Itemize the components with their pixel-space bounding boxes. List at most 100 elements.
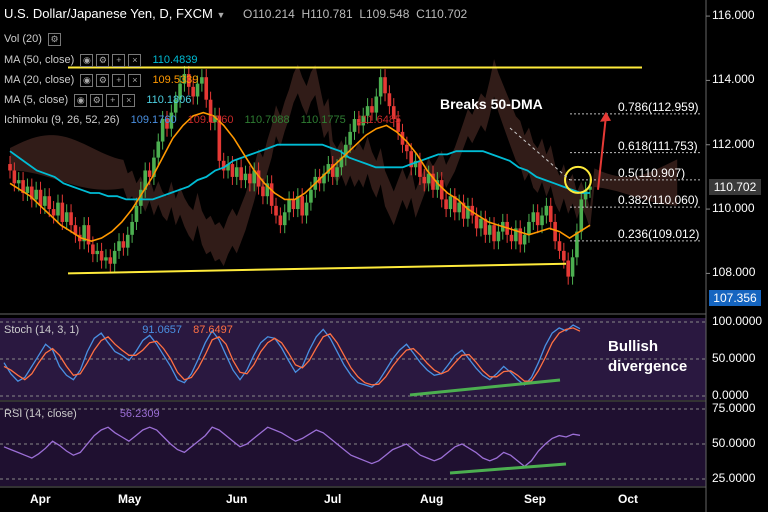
candle-body	[269, 183, 274, 206]
candle-body	[343, 144, 348, 158]
fib-level-label: 0.382(110.060)	[618, 193, 699, 208]
candle-body	[378, 77, 383, 97]
stoch-panel	[3, 324, 581, 397]
candle-body	[370, 106, 374, 113]
candle-body	[544, 205, 549, 216]
candle-body	[226, 164, 230, 171]
breaks-50dma-annotation: Breaks 50-DMA	[440, 96, 543, 112]
candle-body	[562, 250, 566, 261]
settings-icon[interactable]: ⚙	[90, 94, 104, 107]
ma20-label: MA (20, close)	[4, 74, 75, 86]
candle-body	[566, 260, 570, 277]
candle-body	[522, 234, 527, 245]
y-tick-label: 114.000	[712, 72, 755, 87]
close-icon[interactable]: ×	[128, 74, 142, 87]
ma50-value: 110.4839	[152, 54, 198, 66]
ichimoku-cloud	[10, 59, 678, 267]
candle-body	[474, 215, 479, 229]
trend-lines	[67, 66, 642, 275]
add-icon[interactable]: +	[112, 54, 126, 67]
candle-body	[496, 231, 501, 242]
candle-body	[64, 212, 69, 222]
stoch-divergence-line	[409, 378, 561, 397]
ichimoku-value-4: 110.1775	[300, 114, 346, 126]
candle-body	[12, 170, 17, 184]
grid-lines	[0, 0, 710, 512]
add-icon[interactable]: +	[106, 94, 120, 107]
ma20-value: 109.5339	[152, 74, 199, 86]
candle-body	[282, 212, 287, 226]
candle-body	[86, 225, 91, 245]
ichimoku-value-2: 109.1760	[187, 114, 234, 126]
ichimoku-value-3: 110.7088	[244, 114, 290, 126]
candle-body	[588, 186, 592, 190]
fib-levels	[570, 113, 700, 242]
eye-icon[interactable]: ◉	[74, 94, 88, 107]
stoch-legend[interactable]: Stoch (14, 3, 1) 91.0657 87.6497	[4, 324, 233, 336]
candle-body	[130, 221, 134, 235]
candle-body	[243, 173, 248, 181]
candle-body	[234, 167, 239, 177]
y-tick-label: 110.000	[712, 201, 755, 216]
stoch-k-value: 91.0657	[142, 324, 183, 336]
stoch-line-d	[3, 327, 581, 386]
candle-body	[579, 199, 584, 232]
rsi-value: 56.2309	[119, 408, 160, 420]
candle-body	[69, 212, 73, 226]
ma50-legend[interactable]: MA (50, close) ◉ ⚙ + × 110.4839	[4, 54, 198, 67]
candle-body	[422, 176, 427, 184]
candle-body	[352, 119, 357, 132]
ma20-legend[interactable]: MA (20, close) ◉ ⚙ + × 109.5339	[4, 74, 198, 87]
candle-body	[160, 119, 165, 142]
rsi-legend[interactable]: RSI (14, close) 56.2309	[4, 408, 160, 420]
settings-icon[interactable]: ⚙	[96, 54, 110, 67]
close-icon[interactable]: ×	[128, 54, 142, 67]
candle-body	[553, 221, 557, 242]
candle-body	[265, 183, 270, 197]
settings-icon[interactable]: ⚙	[47, 33, 61, 46]
candle-body	[514, 228, 518, 242]
candle-body	[391, 106, 396, 120]
arrow-up	[597, 115, 607, 190]
x-tick-label: Sep	[524, 492, 547, 506]
candle-body	[518, 228, 523, 245]
candle-body	[195, 83, 200, 97]
add-icon[interactable]: +	[112, 74, 126, 87]
eye-icon[interactable]: ◉	[80, 54, 94, 67]
candle-body	[156, 141, 161, 158]
ichimoku-legend[interactable]: Ichimoku (9, 26, 52, 26) 109.1760 109.17…	[4, 114, 401, 126]
ma5-legend[interactable]: MA (5, close) ◉ ⚙ + × 110.1806	[4, 94, 191, 107]
candle-body	[217, 115, 222, 161]
candle-body	[230, 164, 235, 177]
x-tick-label: Apr	[30, 492, 51, 506]
arrow-head	[600, 111, 611, 122]
candle-body	[95, 250, 100, 255]
rsi-line	[3, 426, 581, 468]
symbol-title[interactable]: U.S. Dollar/Japanese Yen, D, FXCM	[4, 6, 213, 21]
candle-body	[330, 164, 335, 177]
stoch-tick-label: 50.0000	[712, 351, 756, 365]
candle-body	[540, 215, 544, 226]
low-value: L109.548	[359, 7, 410, 21]
candle-body	[466, 205, 470, 219]
candle-body	[191, 86, 195, 97]
close-icon[interactable]: ×	[122, 94, 136, 107]
candle-body	[448, 196, 453, 210]
candle-body	[104, 257, 108, 261]
eye-icon[interactable]: ◉	[80, 74, 94, 87]
candle-body	[326, 164, 331, 174]
candle-body	[287, 199, 291, 213]
candle-body	[487, 225, 492, 235]
candle-body	[239, 167, 243, 181]
vol-legend[interactable]: Vol (20) ⚙	[4, 33, 61, 46]
close-value: C110.702	[416, 7, 468, 21]
settings-icon[interactable]: ⚙	[96, 74, 110, 87]
chevron-down-icon[interactable]: ▼	[216, 10, 226, 20]
candle-body	[82, 225, 86, 242]
candle-body	[535, 212, 540, 226]
candle-body	[125, 234, 130, 248]
candle-body	[431, 173, 435, 190]
y-tick-label: 112.000	[712, 136, 755, 151]
candle-body	[43, 196, 47, 206]
candle-body	[309, 189, 313, 203]
